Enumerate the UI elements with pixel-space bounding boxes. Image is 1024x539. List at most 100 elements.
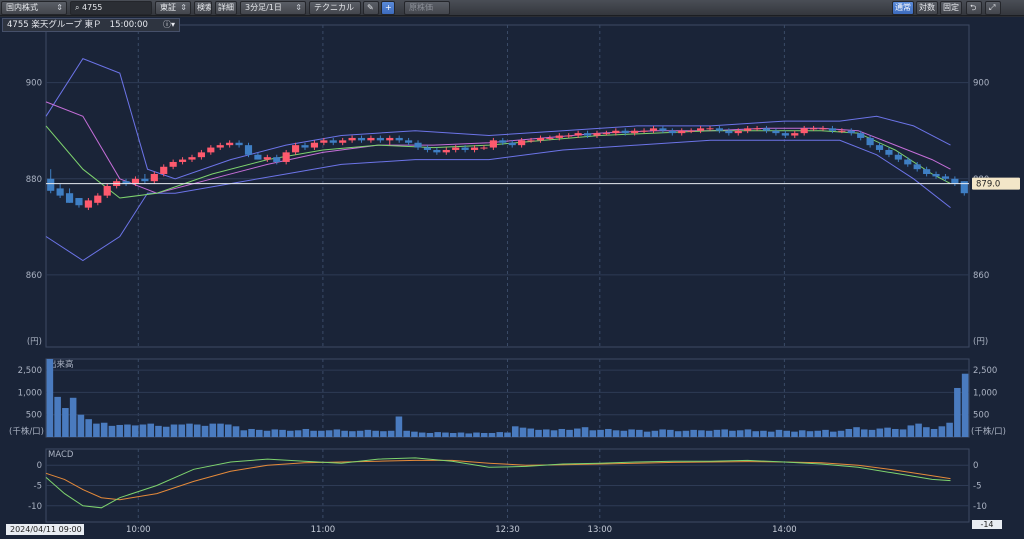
- volume-bar: [829, 431, 837, 437]
- volume-bar: [651, 430, 659, 437]
- volume-bar: [449, 432, 457, 437]
- candle-body: [753, 128, 761, 130]
- volume-bar: [387, 430, 395, 437]
- volume-bar: [806, 431, 814, 437]
- volume-bar: [69, 397, 77, 437]
- volume-bar: [248, 428, 255, 437]
- volume-bar: [325, 430, 333, 437]
- macd-edge-badge-bg: [972, 520, 1002, 529]
- volume-bar: [767, 431, 775, 437]
- candle-body: [951, 178, 959, 184]
- mode-normal-button[interactable]: 通常: [892, 1, 914, 15]
- candle-body: [781, 133, 789, 136]
- candle-body: [216, 145, 224, 148]
- candle-body: [94, 195, 102, 203]
- candle-body: [612, 130, 620, 134]
- volume-bar: [581, 427, 589, 437]
- candle-body: [282, 152, 290, 162]
- crosshair-icon[interactable]: +: [381, 1, 395, 15]
- symbol-search-input[interactable]: ⌕ 4755: [70, 1, 152, 15]
- volume-bar: [597, 429, 604, 437]
- candle-body: [885, 149, 893, 155]
- technical-button[interactable]: テクニカル: [309, 1, 361, 15]
- volume-bar: [100, 422, 108, 437]
- volume-bar: [217, 423, 224, 437]
- time-tick-label: 11:00: [311, 525, 336, 535]
- candle-body: [254, 154, 262, 160]
- candle-body: [536, 137, 545, 141]
- info-dropdown-icon[interactable]: ⓘ▾: [162, 20, 175, 29]
- volume-bar: [845, 428, 853, 437]
- candle-body: [244, 145, 253, 155]
- draw-pen-icon[interactable]: ✎: [363, 1, 379, 15]
- volume-bar: [116, 424, 123, 437]
- volume-title: 出来高: [48, 359, 74, 370]
- volume-bar: [395, 416, 403, 437]
- chart-canvas[interactable]: 10:0011:0012:3013:0014:00860860880880900…: [0, 17, 1024, 539]
- volume-tick-label-left: 500: [26, 411, 42, 421]
- detail-button[interactable]: 詳細: [215, 1, 237, 15]
- search-button[interactable]: 検索: [194, 1, 212, 15]
- original-price-button[interactable]: 原株価: [404, 1, 450, 15]
- candle-body: [866, 137, 874, 146]
- volume-bar: [271, 429, 279, 437]
- candle-body: [941, 176, 950, 179]
- candle-body: [75, 198, 83, 206]
- volume-bar: [620, 430, 628, 437]
- price-unit-label-right: (円): [973, 337, 988, 347]
- mode-log-button[interactable]: 対数: [916, 1, 938, 15]
- volume-bar: [589, 430, 597, 437]
- volume-bar: [170, 424, 178, 437]
- candle-body: [734, 130, 742, 134]
- macd-edge-value: -14: [980, 520, 993, 529]
- expand-icon[interactable]: ⤢: [985, 1, 1001, 15]
- volume-bar: [403, 430, 410, 437]
- candle-body: [442, 149, 450, 153]
- volume-bar: [279, 429, 286, 437]
- candle-body: [489, 140, 497, 148]
- volume-bar: [698, 430, 705, 437]
- macd-signal-line: [45, 459, 951, 501]
- volume-bar: [915, 423, 922, 437]
- current-price-badge: 879.0: [972, 177, 1020, 190]
- volume-bar: [263, 430, 271, 437]
- volume-unit-label-right: (千株/口): [971, 426, 1006, 437]
- volume-bar: [341, 430, 348, 437]
- volume-bar: [566, 429, 573, 437]
- mode-fixed-button[interactable]: 固定: [940, 1, 962, 15]
- volume-bar: [791, 431, 798, 437]
- start-datetime-label: 2024/04/11 09:00: [10, 525, 82, 534]
- macd-tick-label-right: -10: [973, 502, 987, 512]
- price-tick-label-left: 880: [26, 175, 42, 185]
- market-select[interactable]: 国内株式: [1, 1, 67, 15]
- chart-area[interactable]: 10:0011:0012:3013:0014:00860860880880900…: [0, 17, 1024, 539]
- candle-body: [84, 200, 92, 208]
- return-icon[interactable]: ⮌: [966, 1, 982, 15]
- candle-body: [546, 137, 554, 139]
- price-tick-label-right: 860: [973, 271, 989, 281]
- volume-bar: [147, 423, 154, 437]
- volume-bar: [93, 423, 100, 437]
- candle-body: [687, 130, 695, 132]
- volume-bar: [511, 426, 519, 437]
- candle-body: [593, 133, 601, 136]
- start-datetime-badge-bg: [6, 524, 84, 535]
- candle-body: [960, 181, 968, 194]
- candle-body: [923, 169, 931, 174]
- interval-select[interactable]: 3分足/1日: [240, 1, 306, 15]
- candle-body: [932, 173, 940, 177]
- candle-body: [791, 133, 799, 136]
- volume-bar: [85, 419, 92, 437]
- macd-tick-label-right: -5: [973, 482, 981, 492]
- volume-bar: [294, 430, 302, 437]
- volume-bar: [139, 424, 147, 437]
- candle-body: [56, 188, 64, 196]
- volume-bar: [550, 430, 558, 437]
- volume-bar: [155, 425, 162, 437]
- macd-tick-label-left: -5: [34, 482, 42, 492]
- volume-bar: [690, 429, 697, 437]
- exchange-select[interactable]: 東証: [155, 1, 191, 15]
- current-price-badge-bg: [972, 177, 1020, 190]
- volume-bar: [674, 431, 682, 437]
- candle-body: [508, 142, 516, 146]
